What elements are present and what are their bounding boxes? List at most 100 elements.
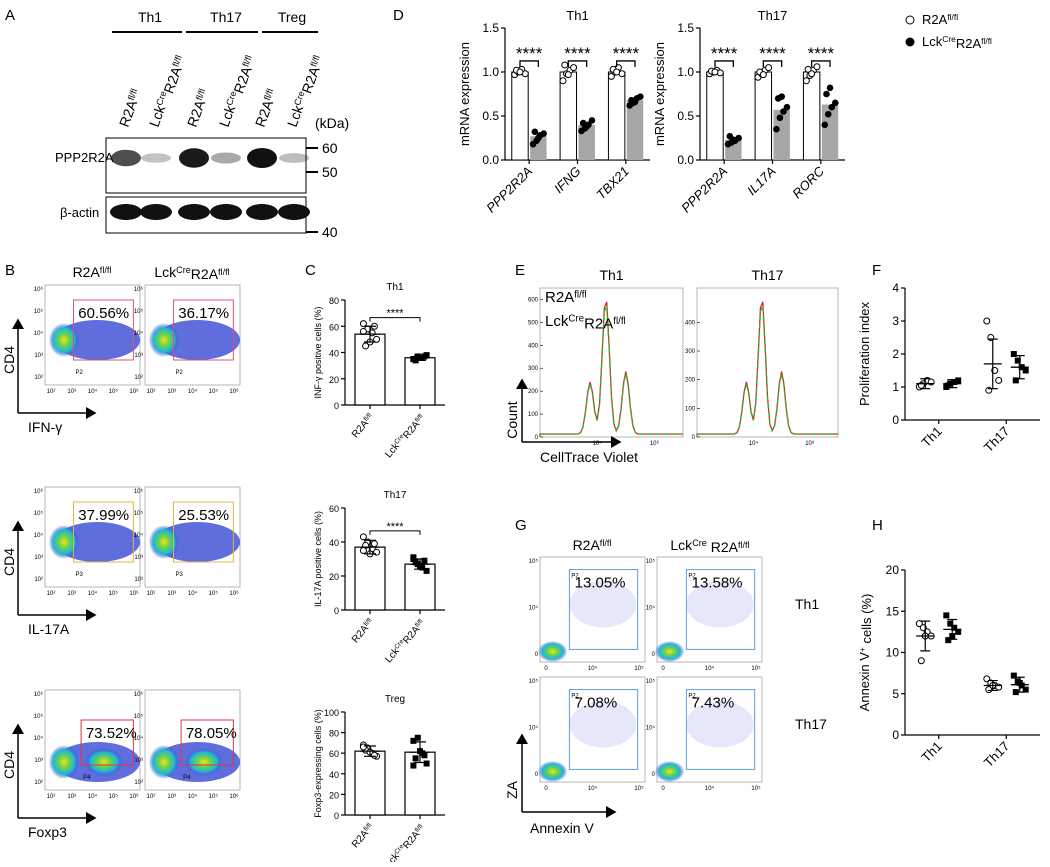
- flow-events: [537, 581, 637, 662]
- superscript: fl/fl: [308, 54, 321, 68]
- flow-events: [148, 320, 240, 360]
- superscript: Cre: [568, 314, 584, 325]
- y-tick-label: 20: [329, 375, 339, 385]
- event-cloud: [148, 323, 180, 357]
- point: [1022, 367, 1029, 374]
- text-part: Lck: [216, 102, 239, 129]
- y-axis-label: Foxp3-expressing cells (%): [313, 709, 323, 818]
- significance: ****: [386, 521, 404, 533]
- point: [607, 72, 615, 80]
- text-part: R2A: [707, 539, 739, 555]
- significance-bracket: [519, 60, 539, 67]
- flow-y-tick: 10⁴: [646, 605, 656, 612]
- error-bar: [920, 378, 931, 390]
- point: [947, 620, 954, 627]
- band: [210, 204, 242, 220]
- point: [955, 628, 962, 635]
- y-tick-label: 0: [692, 435, 696, 441]
- point: [826, 84, 834, 92]
- legend-marker: [905, 15, 915, 25]
- point: [414, 734, 421, 741]
- marker-label: 60: [322, 140, 338, 156]
- superscript: Cre: [692, 538, 707, 548]
- chart-title: Th1: [566, 8, 588, 23]
- y-tick-label: 80: [329, 296, 339, 306]
- y-tick-label: 200: [528, 389, 539, 395]
- superscript: fl/fl: [981, 36, 992, 46]
- column-header: R2Afl/fl: [73, 264, 112, 280]
- chart-title: Th17: [384, 490, 407, 501]
- point: [917, 657, 925, 665]
- flow-y-tick: 10⁴: [646, 725, 656, 732]
- event-cloud: [184, 748, 223, 776]
- histogram-title: Th17: [752, 267, 784, 283]
- text-part: R2A: [160, 64, 185, 96]
- point: [410, 356, 417, 363]
- text-part: Lck: [146, 102, 169, 129]
- point: [421, 353, 428, 360]
- superscript: Cre: [154, 90, 168, 107]
- flow-y-tick: 10⁵: [34, 308, 44, 315]
- gate-percent: 78.05%: [186, 725, 237, 742]
- superscript: +: [857, 647, 867, 652]
- error-bar: [920, 620, 931, 652]
- bar: [354, 333, 386, 406]
- flow-x-tick: 10³: [67, 389, 76, 395]
- text-part: R2A: [184, 97, 209, 129]
- flow-y-tick: 10⁵: [34, 713, 44, 720]
- flow-y-tick: 10³: [134, 555, 143, 561]
- flow-y-tick: 0: [535, 652, 539, 658]
- point: [1010, 672, 1017, 679]
- point: [985, 686, 993, 694]
- flow-x-tick: 10⁴: [88, 590, 98, 597]
- gate-percent: 7.08%: [575, 695, 618, 712]
- flow-x-tick: 10⁴: [588, 785, 598, 792]
- gate-name: P3: [76, 572, 84, 578]
- flow-x-tick: 10⁴: [705, 785, 715, 792]
- flow-y-tick: 10⁶: [34, 691, 44, 698]
- group-label: Treg: [278, 9, 306, 25]
- x-tick-label: RORC: [789, 163, 827, 201]
- y-tick-label: 1.5: [677, 21, 694, 35]
- significance: ****: [386, 308, 404, 320]
- gate-name: P2: [688, 694, 696, 700]
- text-part: R2A: [230, 64, 255, 96]
- error-bar: [947, 379, 958, 389]
- flow-x-tick: 10⁴: [188, 388, 198, 395]
- flow-y-tick: 10⁵: [134, 308, 144, 315]
- flow-x-tick: 10⁴: [188, 793, 198, 800]
- x-tick-label: Th17: [981, 739, 1013, 771]
- flow-y-tick: 10⁴: [134, 532, 144, 539]
- y-axis-label: Annexin V+ cells (%): [857, 594, 874, 712]
- gate-name: P2: [688, 574, 696, 580]
- legend-text: LckCreR2Afl/fl: [545, 313, 626, 332]
- significance-bracket: [811, 60, 831, 67]
- marker-label: 40: [322, 224, 338, 240]
- text-part: R2A: [956, 36, 982, 51]
- y-tick-label: 0: [892, 413, 899, 427]
- superscript: fl/fl: [363, 821, 374, 832]
- significance: ****: [564, 44, 591, 63]
- superscript: fl/fl: [613, 316, 625, 327]
- text-part: R2A: [252, 97, 277, 129]
- y-tick-label: 100: [324, 708, 339, 718]
- text-part: Lck: [545, 313, 569, 330]
- x-tick-label: R2Afl/fl: [350, 411, 377, 440]
- event-cloud: [84, 748, 123, 776]
- x-tick-label: 10⁶: [650, 440, 660, 447]
- band: [278, 204, 310, 220]
- y-tick-label: 1.0: [482, 65, 499, 79]
- point: [804, 65, 812, 73]
- flow-y-tick: 10²: [134, 375, 143, 381]
- flow-x-tick: 10⁴: [588, 665, 598, 672]
- y-tick-label: 400: [528, 343, 539, 349]
- flow-events: [48, 320, 140, 360]
- x-tick-label: 10⁶: [805, 440, 815, 447]
- panel-letter: D: [393, 7, 404, 24]
- flow-y-tick: 10²: [34, 577, 43, 583]
- lane-label: LckCreR2Afl/fl: [216, 53, 259, 130]
- flow-x-tick: 0: [661, 786, 665, 792]
- gate: [568, 689, 639, 770]
- y-tick-label: 4: [892, 281, 899, 295]
- y-axis-label: mRNA expression: [457, 42, 472, 146]
